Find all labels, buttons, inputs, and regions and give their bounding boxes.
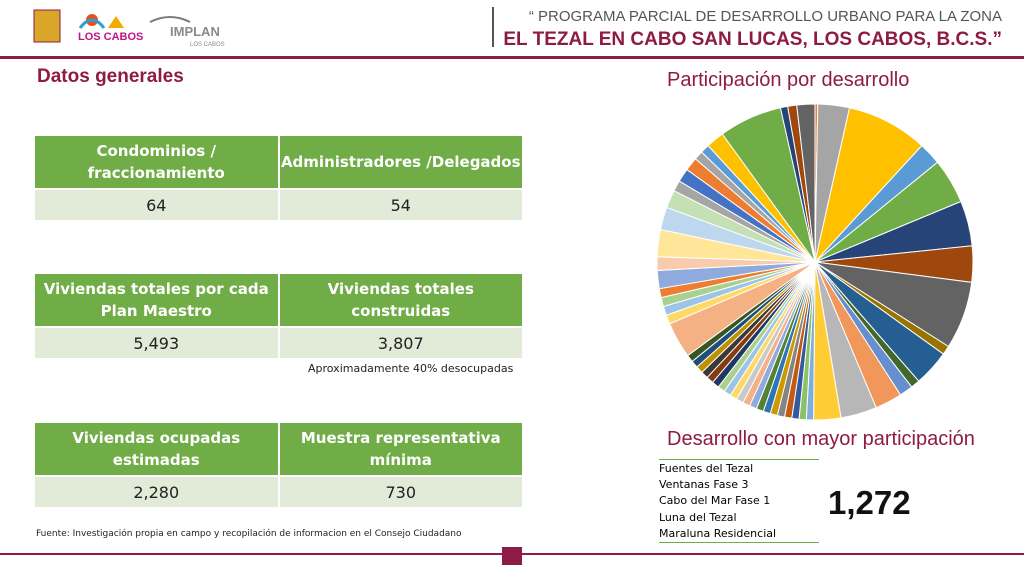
pie-slice xyxy=(796,103,816,263)
data-table: Condominios / fraccionamiento Administrad… xyxy=(33,134,524,222)
highlight-list: Fuentes del Tezal Ventanas Fase 3 Cabo del… xyxy=(659,459,819,544)
table-header: Muestra representativa mínima xyxy=(277,421,524,477)
logo-text: LOS CABOS xyxy=(190,42,225,48)
data-table: Viviendas totales por cada Plan Maestro V… xyxy=(33,272,524,360)
highlight-item: Cabo del Mar Fase 1 xyxy=(659,494,771,508)
footer-icon xyxy=(502,547,522,565)
table-cell: 5,493 xyxy=(33,326,280,360)
highlight-title: Desarrollo con mayor participación xyxy=(667,428,975,450)
chart-title: Participación por desarrollo xyxy=(667,69,910,91)
implan-swoosh xyxy=(149,16,191,23)
table-cell: 54 xyxy=(277,188,524,222)
table-cell: 730 xyxy=(277,475,524,509)
table-header: Viviendas ocupadas estimadas xyxy=(33,421,280,477)
logo-swoosh xyxy=(78,18,106,29)
table-cell: 2,280 xyxy=(33,475,280,509)
logo-text: IMPLAN xyxy=(170,24,220,39)
highlight-item: Maraluna Residencial xyxy=(659,526,777,540)
header-title: EL TEZAL EN CABO SAN LUCAS, LOS CABOS, B… xyxy=(503,29,1002,50)
highlight-item: Fuentes del Tezal xyxy=(659,462,754,475)
highlight-item: Luna del Tezal xyxy=(659,510,737,524)
table-header: Viviendas totales construidas xyxy=(277,272,524,328)
header-rule xyxy=(0,56,1024,59)
logos: LOS CABOS IMPLAN LOS CABOS xyxy=(33,9,225,48)
divider xyxy=(492,7,494,47)
table-header: Viviendas totales por cada Plan Maestro xyxy=(33,272,280,328)
table-cell: 3,807 xyxy=(277,326,524,360)
logo-text: LOS CABOS xyxy=(78,31,143,43)
source-note: Fuente: Investigación propia en campo y … xyxy=(36,529,462,539)
coat-of-arms xyxy=(33,9,61,43)
logo-mountain xyxy=(108,16,124,28)
header-subtitle: “ PROGRAMA PARCIAL DE DESARROLLO URBANO … xyxy=(528,8,1002,25)
table-header: Administradores /Delegados xyxy=(277,134,524,190)
data-table: Viviendas ocupadas estimadas Muestra repr… xyxy=(33,421,524,509)
highlight-value: 1,272 xyxy=(828,484,911,521)
table-header: Condominios / fraccionamiento xyxy=(33,134,280,190)
table-note: Aproximadamente 40% desocupadas xyxy=(308,362,514,375)
highlight-item: Ventanas Fase 3 xyxy=(659,478,749,492)
table-cell: 64 xyxy=(33,188,280,222)
section-title: Datos generales xyxy=(37,66,184,87)
pie-chart xyxy=(656,103,974,421)
